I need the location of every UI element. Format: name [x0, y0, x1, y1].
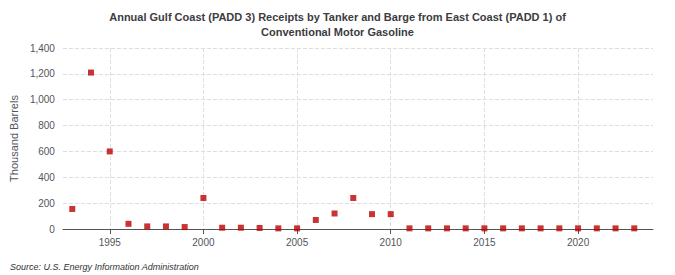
svg-text:2015: 2015 [473, 237, 496, 248]
svg-text:400: 400 [38, 172, 55, 183]
svg-text:1,000: 1,000 [30, 94, 55, 105]
svg-text:2010: 2010 [380, 237, 403, 248]
svg-text:200: 200 [38, 198, 55, 209]
svg-text:0: 0 [49, 224, 55, 235]
svg-text:2005: 2005 [286, 237, 309, 248]
svg-text:Thousand Barrels: Thousand Barrels [8, 95, 20, 182]
svg-text:1995: 1995 [99, 237, 122, 248]
svg-text:600: 600 [38, 146, 55, 157]
svg-text:1,200: 1,200 [30, 68, 55, 79]
svg-text:Annual Gulf Coast (PADD 3) Rec: Annual Gulf Coast (PADD 3) Receipts by T… [109, 11, 566, 23]
svg-text:2020: 2020 [567, 237, 590, 248]
svg-text:Conventional Motor Gasoline: Conventional Motor Gasoline [261, 26, 414, 38]
svg-text:Source: U.S. Energy Informatio: Source: U.S. Energy Information Administ… [10, 262, 199, 272]
svg-text:800: 800 [38, 120, 55, 131]
svg-text:2000: 2000 [192, 237, 215, 248]
svg-text:1,400: 1,400 [30, 43, 55, 54]
